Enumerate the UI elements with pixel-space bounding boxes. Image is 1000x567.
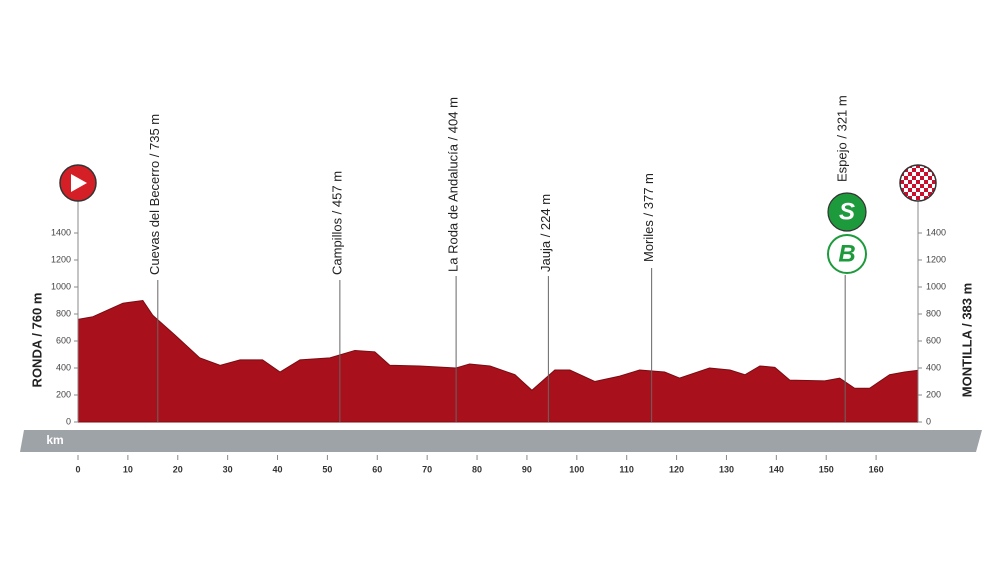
y-tick-label-right: 800 [926,308,941,318]
x-tick-label: 60 [372,464,382,474]
x-tick-label: 160 [869,464,884,474]
y-tick-label: 200 [56,389,71,399]
y-tick-label-right: 200 [926,389,941,399]
x-tick-label: 10 [123,464,133,474]
finish-label: MONTILLA / 383 m [959,283,974,397]
bonus-letter: B [838,240,855,267]
y-tick-label: 400 [56,362,71,372]
y-tick-label: 800 [56,308,71,318]
y-tick-label-right: 0 [926,416,931,426]
x-tick-label: 120 [669,464,684,474]
sprint-icon: S [827,192,867,232]
start-icon [59,164,97,202]
y-tick-label-right: 600 [926,335,941,345]
x-tick-label: 40 [273,464,283,474]
x-tick-label: 30 [223,464,233,474]
sprint-letter: S [839,198,855,225]
waypoint-label: Espejo / 321 m [835,95,850,182]
waypoint-label: Moriles / 377 m [641,173,656,262]
y-tick-label-right: 1000 [926,281,946,291]
km-label: km [46,433,63,447]
y-tick-label: 0 [66,416,71,426]
x-tick-label: 130 [719,464,734,474]
x-tick-label: 20 [173,464,183,474]
waypoint-label: Cuevas del Becerro / 735 m [147,114,162,275]
waypoint-label: Campillos / 457 m [329,171,344,275]
x-tick-label: 110 [619,464,634,474]
y-tick-label-right: 1400 [926,227,946,237]
y-tick-label: 1400 [51,227,71,237]
x-tick-label: 100 [569,464,584,474]
x-tick-label: 80 [472,464,482,474]
y-tick-label: 1200 [51,254,71,264]
bonus-icon: B [827,234,867,274]
km-band [20,430,982,452]
start-label: RONDA / 760 m [29,293,44,388]
finish-icon [899,164,937,202]
x-tick-label: 70 [422,464,432,474]
waypoint-label: Jauja / 224 m [538,194,553,272]
x-tick-label: 140 [769,464,784,474]
y-tick-label-right: 400 [926,362,941,372]
waypoint-label: La Roda de Andalucía / 404 m [446,97,461,272]
y-tick-label: 600 [56,335,71,345]
x-tick-label: 90 [522,464,532,474]
x-tick-label: 50 [322,464,332,474]
x-tick-label: 150 [819,464,834,474]
y-tick-label: 1000 [51,281,71,291]
y-tick-label-right: 1200 [926,254,946,264]
x-tick-label: 0 [75,464,80,474]
elevation-area [77,299,919,423]
